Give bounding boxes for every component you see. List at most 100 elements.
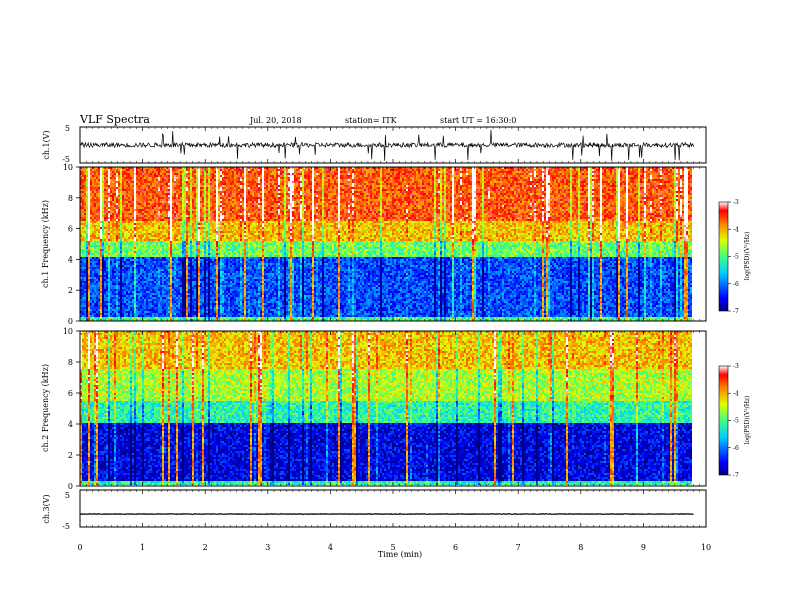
spectrogram-cell (104, 265, 106, 267)
spectrogram-cell (172, 179, 174, 181)
spectrogram-cell (130, 253, 132, 255)
spectrogram-cell (88, 307, 90, 309)
spectrogram-cell (132, 313, 134, 315)
spectrogram-cell (88, 265, 90, 267)
spectrogram-cell (148, 221, 150, 223)
spectrogram-cell (130, 287, 132, 289)
spectrogram-cell (176, 251, 178, 253)
spectrogram-cell (102, 189, 104, 191)
spectrogram-cell (112, 299, 114, 301)
spectrogram-cell (140, 183, 142, 185)
spectrogram-cell (100, 315, 102, 317)
spectrogram-cell (122, 279, 124, 281)
spectrogram-cell (86, 283, 88, 285)
spectrogram-cell (154, 217, 156, 219)
spectrogram-cell (202, 281, 204, 283)
spectrogram-cell (92, 229, 94, 231)
spectrogram-cell (206, 201, 208, 203)
spectrogram-cell (136, 169, 138, 171)
spectrogram-cell (158, 219, 160, 221)
spectrogram-cell (140, 275, 142, 277)
spectrogram-cell (208, 189, 210, 191)
spectrogram-cell (180, 207, 182, 209)
spectrogram-cell (150, 305, 152, 307)
spectrogram-cell (142, 189, 144, 191)
spectrogram-cell (202, 211, 204, 213)
spectrogram-cell (128, 243, 130, 245)
spectrogram-cell (200, 313, 202, 315)
spectrogram-cell (164, 187, 166, 189)
spectrogram-cell (136, 311, 138, 313)
spectrogram-cell (196, 221, 198, 223)
spectrogram-cell (136, 195, 138, 197)
spectrogram-cell (152, 203, 154, 205)
spectrogram-cell (82, 209, 84, 211)
spectrogram-cell (162, 267, 164, 269)
spectrogram-cell (132, 209, 134, 211)
spectrogram-cell (190, 237, 192, 239)
spectrogram-cell (206, 181, 208, 183)
spectrogram-cell (136, 217, 138, 219)
spectrogram-cell (92, 225, 94, 227)
spectrogram-cell (154, 279, 156, 281)
spectrogram-cell (182, 295, 184, 297)
spectrogram-cell (110, 181, 112, 183)
spectrogram-cell (126, 315, 128, 317)
spectrogram-cell (202, 205, 204, 207)
spectrogram-cell (100, 201, 102, 203)
spectrogram-cell (108, 195, 110, 197)
spectrogram-cell (180, 299, 182, 301)
spectrogram-cell (190, 191, 192, 193)
spectrogram-cell (196, 291, 198, 293)
spectrogram-cell (160, 223, 162, 225)
spectrogram-cell (204, 229, 206, 231)
spectrogram-cell (118, 231, 120, 233)
spectrogram-cell (138, 171, 140, 173)
spectrogram-cell (124, 227, 126, 229)
spectrogram-cell (116, 237, 118, 239)
spectrogram-cell (134, 291, 136, 293)
spectrogram-cell (160, 233, 162, 235)
spectrogram-cell (188, 313, 190, 315)
spectrogram-cell (182, 303, 184, 305)
spectrogram-cell (154, 255, 156, 257)
spectrogram-cell (84, 261, 86, 263)
spectrogram-cell (182, 229, 184, 231)
spectrogram-cell (136, 257, 138, 259)
spectrogram-cell (158, 267, 160, 269)
spectrogram-cell (106, 259, 108, 261)
spectrogram-cell (120, 209, 122, 211)
spectrogram-cell (200, 207, 202, 209)
spectrogram-cell (144, 315, 146, 317)
spectrogram-cell (86, 253, 88, 255)
spectrogram-cell (102, 249, 104, 251)
spectrogram-cell (132, 257, 134, 259)
spectrogram-cell (156, 261, 158, 263)
spectrogram-cell (158, 227, 160, 229)
spectrogram-cell (140, 207, 142, 209)
spectrogram-cell (150, 173, 152, 175)
spectrogram-cell (180, 275, 182, 277)
spectrogram-cell (126, 307, 128, 309)
spectrogram-cell (190, 283, 192, 285)
spectrogram-cell (200, 317, 202, 319)
spectrogram-cell (198, 259, 200, 261)
spectrogram-cell (98, 277, 100, 279)
spectrogram-cell (122, 227, 124, 229)
spectrogram-cell (202, 267, 204, 269)
spectrogram-cell (176, 269, 178, 271)
spectrogram-cell (94, 183, 96, 185)
spectrogram-cell (120, 279, 122, 281)
spectrogram-cell (94, 295, 96, 297)
spectrogram-cell (128, 269, 130, 271)
spectrogram-cell (168, 231, 170, 233)
spectrogram-cell (136, 247, 138, 249)
spectrogram-cell (124, 171, 126, 173)
spectrogram-cell (92, 259, 94, 261)
spectrogram-cell (186, 279, 188, 281)
spectrogram-cell (140, 223, 142, 225)
spectrogram-cell (112, 289, 114, 291)
spectrogram-cell (194, 299, 196, 301)
spectrogram-cell (190, 265, 192, 267)
spectrogram-cell (138, 201, 140, 203)
